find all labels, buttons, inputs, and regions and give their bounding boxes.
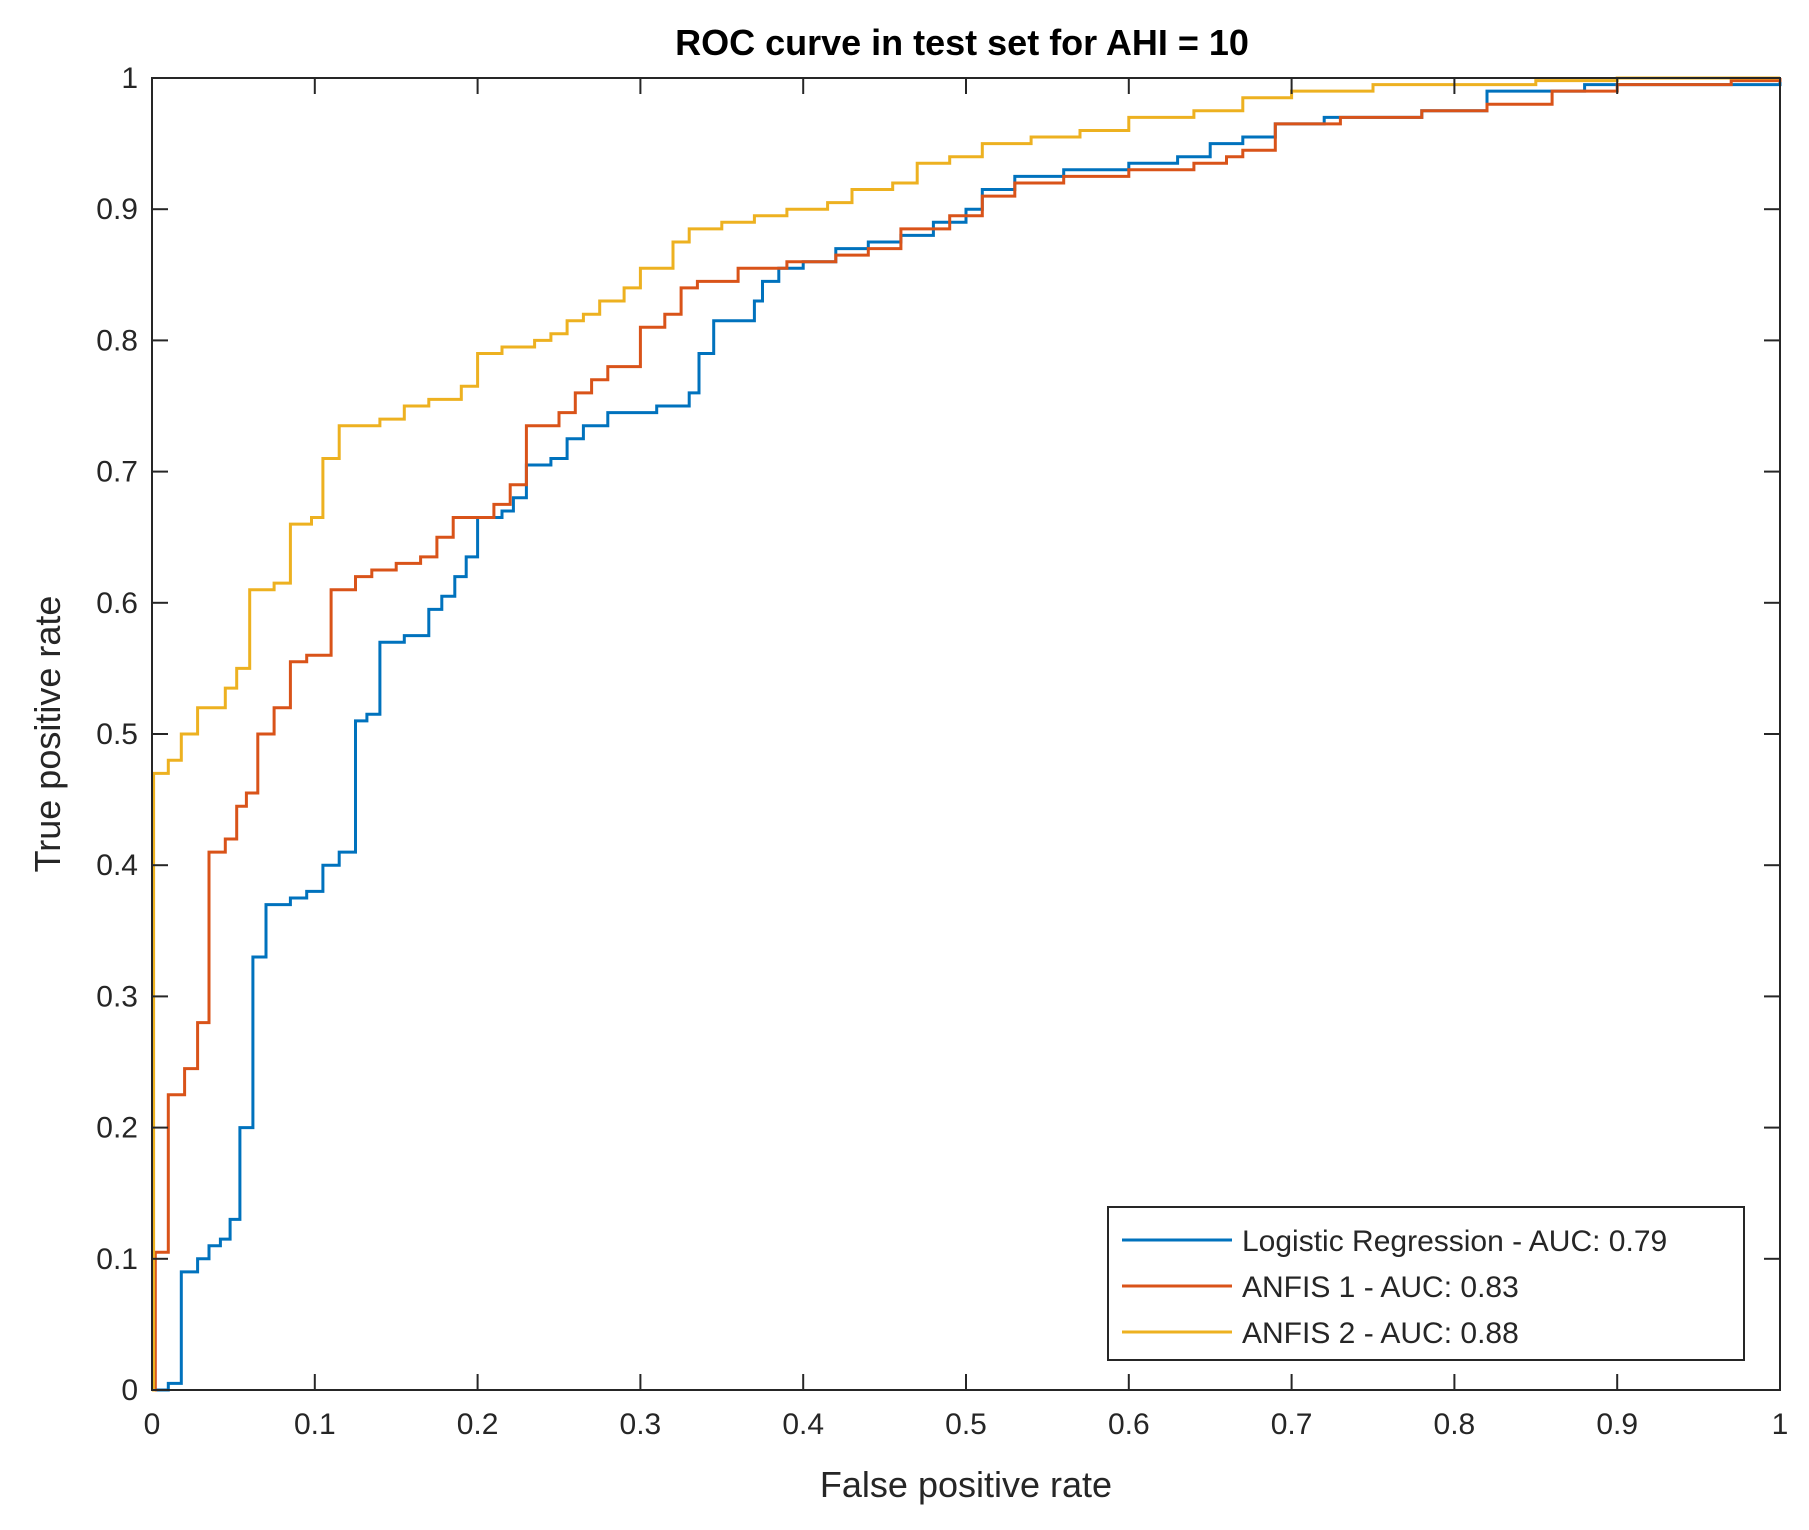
legend-label-3: ANFIS 2 - AUC: 0.88 [1242,1317,1519,1350]
x-tick-label: 0.9 [1596,1408,1638,1441]
y-axis-ticks: 0 0.1 0.2 0.3 0.4 0.5 0.6 0.7 0.8 0.9 1 [96,62,1780,1407]
y-tick-label: 0.8 [96,324,138,357]
y-tick-label: 0.9 [96,193,138,226]
y-tick-label: 0.7 [96,456,138,489]
y-tick-label: 0.2 [96,1112,138,1145]
y-tick-label: 1 [121,62,138,95]
x-tick-label: 0.4 [782,1408,824,1441]
x-tick-label: 0.5 [945,1408,987,1441]
y-tick-label: 0.1 [96,1243,138,1276]
legend-label-2: ANFIS 1 - AUC: 0.83 [1242,1271,1519,1304]
y-tick-label: 0 [121,1374,138,1407]
legend-label-1: Logistic Regression - AUC: 0.79 [1242,1225,1667,1258]
series-line-2 [152,78,1782,1392]
x-tick-label: 0 [144,1408,161,1441]
x-tick-label: 0.7 [1271,1408,1313,1441]
y-axis-label: True positive rate [27,596,68,873]
y-tick-label: 0.5 [96,718,138,751]
x-tick-label: 0.6 [1108,1408,1150,1441]
legend-box [1107,1206,1745,1361]
plot-lines [152,76,1782,1392]
y-tick-label: 0.4 [96,849,138,882]
x-tick-label: 0.1 [294,1408,336,1441]
x-tick-label: 0.2 [457,1408,499,1441]
axes-box [151,77,1781,1391]
series-line-3 [152,76,1780,1392]
x-tick-label: 0.3 [620,1408,662,1441]
legend: Logistic Regression - AUC: 0.79 ANFIS 1 -… [1107,1206,1745,1361]
x-tick-label: 1 [1772,1408,1789,1441]
y-tick-label: 0.6 [96,587,138,620]
y-tick-label: 0.3 [96,980,138,1013]
x-axis-ticks: 0 0.1 0.2 0.3 0.4 0.5 0.6 0.7 0.8 0.9 1 [144,78,1789,1441]
x-tick-label: 0.8 [1434,1408,1476,1441]
series-line-1 [152,78,1782,1392]
chart-title: ROC curve in test set for AHI = 10 [675,22,1249,63]
x-axis-label: False positive rate [820,1464,1112,1505]
